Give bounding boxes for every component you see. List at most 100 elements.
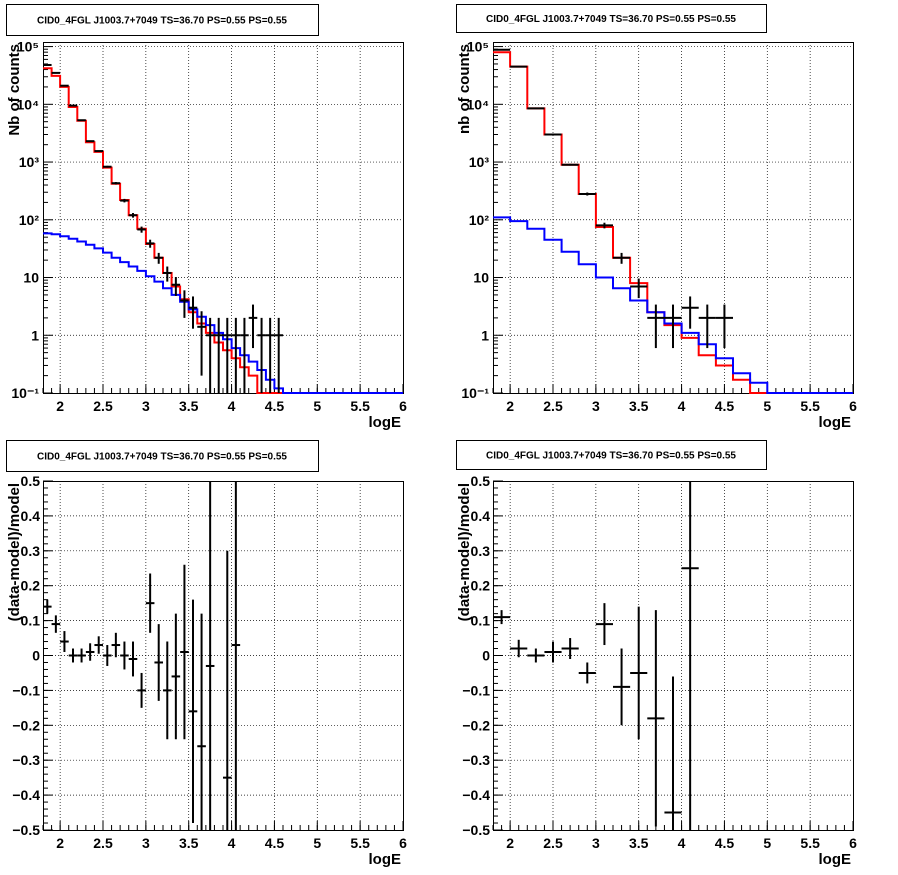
x-tick-label: 3 — [142, 835, 150, 851]
x-tick-label: 5 — [763, 398, 771, 414]
x-tick-label: 3.5 — [629, 835, 649, 851]
data-point — [163, 266, 172, 282]
data-point — [68, 648, 78, 663]
data-point — [111, 182, 121, 185]
data-point — [561, 163, 579, 166]
data-point — [103, 165, 112, 168]
x-tick-label: 4 — [228, 835, 236, 851]
y-axis-label: nb of counts — [456, 44, 473, 134]
data-point — [544, 133, 562, 136]
y-tick-label: −0.2 — [462, 717, 490, 733]
y-tick-label: 0.3 — [471, 543, 491, 559]
data-point — [120, 198, 129, 203]
data-point — [197, 613, 206, 830]
data-point — [214, 317, 223, 393]
data-point — [68, 104, 78, 107]
y-tick-label: 0.4 — [21, 508, 41, 524]
y-tick-label: 10 — [473, 270, 489, 286]
x-tick-label: 5.5 — [350, 398, 370, 414]
data-point — [171, 613, 181, 740]
y-tick-label: 0.4 — [471, 508, 491, 524]
data-point — [103, 645, 112, 666]
data-point — [527, 107, 545, 110]
data-point — [664, 304, 682, 349]
y-tick-label: −0.1 — [462, 682, 490, 698]
data-point — [154, 252, 163, 264]
x-tick-label: 5 — [763, 835, 771, 851]
model-source-line — [43, 232, 403, 394]
data-point — [544, 641, 562, 663]
data-point — [60, 631, 69, 653]
data-point — [180, 564, 189, 740]
y-tick-label: 0.1 — [471, 613, 491, 629]
data-point — [698, 304, 716, 349]
chart-panel-2: CID0_4FGL J1003.7+7049 TS=36.70 PS=0.55 … — [456, 4, 857, 431]
data-point — [240, 317, 249, 393]
data-point — [527, 648, 545, 663]
x-tick-label: 2 — [506, 398, 514, 414]
x-tick-label: 4 — [678, 398, 686, 414]
x-tick-label: 3.5 — [629, 398, 649, 414]
x-tick-label: 3.5 — [179, 835, 199, 851]
data-point — [145, 239, 155, 248]
chart-title: CID0_4FGL J1003.7+7049 TS=36.70 PS=0.55 … — [37, 452, 287, 463]
x-tick-label: 2 — [506, 835, 514, 851]
y-tick-label: −0.4 — [12, 787, 40, 803]
data-point — [223, 550, 232, 830]
x-tick-label: 2.5 — [543, 398, 563, 414]
data-point — [561, 638, 579, 659]
data-point — [77, 119, 86, 122]
x-tick-label: 3 — [142, 398, 150, 414]
x-tick-label: 6 — [399, 398, 407, 414]
x-tick-label: 2.5 — [93, 835, 113, 851]
x-tick-label: 4.5 — [265, 835, 285, 851]
data-point — [647, 304, 665, 349]
data-point — [128, 641, 138, 677]
x-tick-label: 3.5 — [179, 398, 199, 414]
data-point — [120, 641, 129, 670]
y-tick-label: 0.1 — [21, 613, 41, 629]
data-point — [85, 140, 95, 143]
y-tick-label: 0.3 — [21, 543, 41, 559]
x-tick-label: 4.5 — [715, 835, 735, 851]
data-point — [510, 639, 528, 658]
x-axis-label: logE — [369, 414, 402, 431]
data-point — [257, 317, 266, 393]
data-point — [205, 481, 215, 830]
y-tick-label: 0.5 — [21, 473, 41, 489]
x-tick-label: 4.5 — [265, 398, 285, 414]
y-tick-label: 10 — [23, 270, 39, 286]
data-point — [171, 277, 181, 296]
title-box — [456, 4, 767, 33]
y-tick-label: 10⁵ — [17, 39, 39, 55]
y-tick-label: 0.5 — [471, 473, 491, 489]
title-box — [456, 440, 767, 470]
data-point — [188, 599, 198, 824]
data-point — [180, 290, 189, 318]
y-axis-label: Nb of counts — [6, 44, 23, 136]
y-axis-label: (data-model)/model — [6, 483, 23, 621]
y-tick-label: 10² — [469, 212, 490, 228]
x-tick-label: 6 — [849, 398, 857, 414]
y-tick-label: 1 — [481, 327, 489, 343]
data-point — [94, 150, 103, 153]
y-tick-label: 0.2 — [471, 578, 491, 594]
data-point — [128, 213, 138, 218]
data-point — [85, 643, 95, 661]
x-tick-label: 6 — [399, 835, 407, 851]
x-tick-label: 6 — [849, 835, 857, 851]
chart-panel-3: CID0_4FGL J1003.7+7049 TS=36.70 PS=0.55 … — [6, 440, 407, 868]
y-tick-label: −0.5 — [462, 822, 490, 838]
data-point — [578, 662, 596, 684]
data-point — [223, 317, 232, 393]
y-tick-label: 10³ — [19, 154, 40, 170]
y-axis-label: (data-model)/model — [456, 483, 473, 621]
chart-panel-1: CID0_4FGL J1003.7+7049 TS=36.70 PS=0.55 … — [6, 4, 407, 431]
x-tick-label: 4.5 — [715, 398, 735, 414]
chart-title: CID0_4FGL J1003.7+7049 TS=36.70 PS=0.55 … — [486, 451, 736, 462]
x-tick-label: 5.5 — [350, 835, 370, 851]
x-tick-label: 2.5 — [93, 398, 113, 414]
title-box — [6, 4, 319, 36]
data-point — [51, 615, 61, 633]
y-tick-label: −0.1 — [12, 682, 40, 698]
